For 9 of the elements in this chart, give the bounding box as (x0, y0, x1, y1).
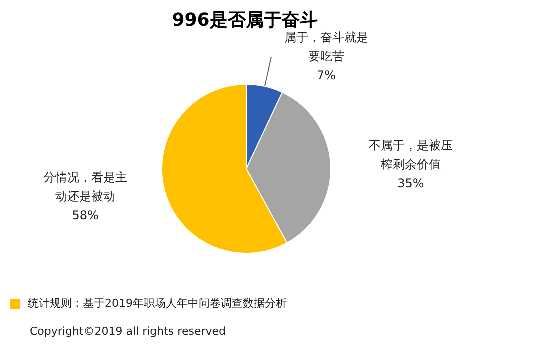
text: Copyright©2019 all rights reserved (30, 325, 226, 338)
text: 统计规则：基于2019年职场人年中问卷调查数据分析 (28, 296, 287, 311)
slice-label: 分情况，看是主动还是被动 (44, 170, 128, 204)
slice-label: 不属于，是被压榨剩余价值 (368, 138, 453, 172)
slice-label: 属于，奋斗就是要吃苦 (284, 30, 368, 64)
data-label: 35% (398, 176, 424, 191)
data-label: 58% (72, 208, 99, 223)
chart-title: 996是否属于奋斗 (171, 9, 319, 32)
data-label: 7% (316, 68, 336, 82)
